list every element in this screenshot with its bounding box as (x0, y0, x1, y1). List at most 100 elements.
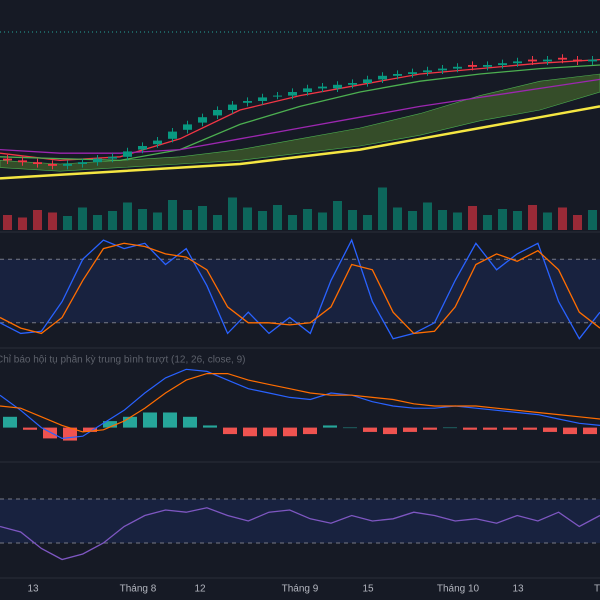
candle-body (63, 164, 72, 166)
level-band (0, 499, 600, 543)
candle-body (33, 162, 42, 164)
level-band (0, 259, 600, 323)
x-tick-label: T (594, 584, 600, 595)
candle-body (498, 63, 507, 65)
indicator-title: Chỉ báo hội tụ phân kỳ trung bình trượt … (0, 354, 246, 366)
volume-bar (288, 215, 297, 230)
volume-bar (63, 216, 72, 230)
volume-bar (393, 207, 402, 230)
candle-body (423, 70, 432, 73)
x-tick-label: Tháng 9 (282, 584, 319, 595)
histogram-bar (343, 427, 357, 429)
volume-bar (123, 202, 132, 230)
histogram-bar (443, 427, 457, 429)
macd-line (0, 368, 600, 440)
volume-bar (303, 209, 312, 230)
volume-bar (318, 212, 327, 230)
x-tick-label: 15 (362, 584, 374, 595)
candle-body (378, 75, 387, 80)
candle-body (18, 160, 27, 163)
histogram-bar (463, 427, 477, 430)
moving-average (0, 78, 600, 154)
volume-bar (333, 201, 342, 230)
indicator-line (0, 242, 600, 335)
histogram-bar (263, 427, 277, 437)
moving-average (0, 105, 600, 180)
volume-bar (183, 210, 192, 230)
histogram-bar (83, 427, 97, 432)
candle-body (168, 131, 177, 139)
volume-bar (363, 215, 372, 230)
candle-body (273, 95, 282, 97)
histogram-bar (203, 425, 217, 428)
volume-bar (273, 205, 282, 230)
volume-bar (513, 211, 522, 230)
candle-body (453, 66, 462, 69)
volume-bar (93, 215, 102, 230)
candle-body (48, 164, 57, 166)
histogram-bar (423, 427, 437, 430)
candle-body (483, 65, 492, 67)
candle-body (393, 74, 402, 76)
volume-bar (408, 211, 417, 230)
x-tick-label: 12 (194, 584, 206, 595)
histogram-bar (163, 412, 177, 428)
indicator-line (0, 507, 600, 561)
histogram-bar (403, 427, 417, 432)
volume-bar (453, 212, 462, 230)
candle-body (183, 124, 192, 130)
candle-body (558, 57, 567, 60)
histogram-bar (563, 427, 577, 435)
candle-body (213, 110, 222, 116)
candle-body (513, 61, 522, 64)
candle-body (153, 140, 162, 145)
histogram-bar (123, 416, 137, 428)
volume-bar (498, 209, 507, 230)
candle-body (363, 79, 372, 83)
volume-bar (18, 217, 27, 230)
volume-bar (423, 202, 432, 230)
volume-bar (3, 215, 12, 230)
histogram-bar (183, 416, 197, 428)
cloud (0, 73, 600, 172)
volume-bar (378, 187, 387, 230)
volume-bar (78, 207, 87, 230)
volume-bar (33, 210, 42, 230)
volume-bar (228, 197, 237, 230)
candle-body (243, 101, 252, 103)
histogram-bar (3, 416, 17, 428)
moving-average (0, 58, 600, 162)
volume-bar (528, 205, 537, 230)
candle-body (573, 59, 582, 62)
candle-body (3, 158, 12, 161)
volume-bar (243, 207, 252, 230)
volume-bar (573, 215, 582, 230)
volume-bar (483, 215, 492, 230)
histogram-bar (303, 427, 317, 435)
x-tick-label: 13 (512, 584, 524, 595)
histogram-bar (383, 427, 397, 435)
histogram-bar (243, 427, 257, 437)
histogram-bar (223, 427, 237, 435)
volume-bar (48, 212, 57, 230)
x-tick-label: Tháng 8 (120, 584, 157, 595)
histogram-bar (103, 421, 117, 428)
histogram-bar (323, 425, 337, 428)
histogram-bar (503, 427, 517, 430)
histogram-bar (483, 427, 497, 430)
histogram-bar (143, 412, 157, 428)
histogram-bar (543, 427, 557, 432)
candle-body (333, 84, 342, 89)
volume-bar (138, 209, 147, 230)
candle-body (198, 117, 207, 123)
candle-body (258, 97, 267, 101)
candle-body (108, 156, 117, 159)
volume-bar (588, 210, 597, 230)
volume-bar (168, 200, 177, 230)
candle-body (543, 59, 552, 62)
candle-body (408, 72, 417, 74)
histogram-bar (283, 427, 297, 437)
histogram-bar (23, 427, 37, 430)
volume-bar (153, 212, 162, 230)
